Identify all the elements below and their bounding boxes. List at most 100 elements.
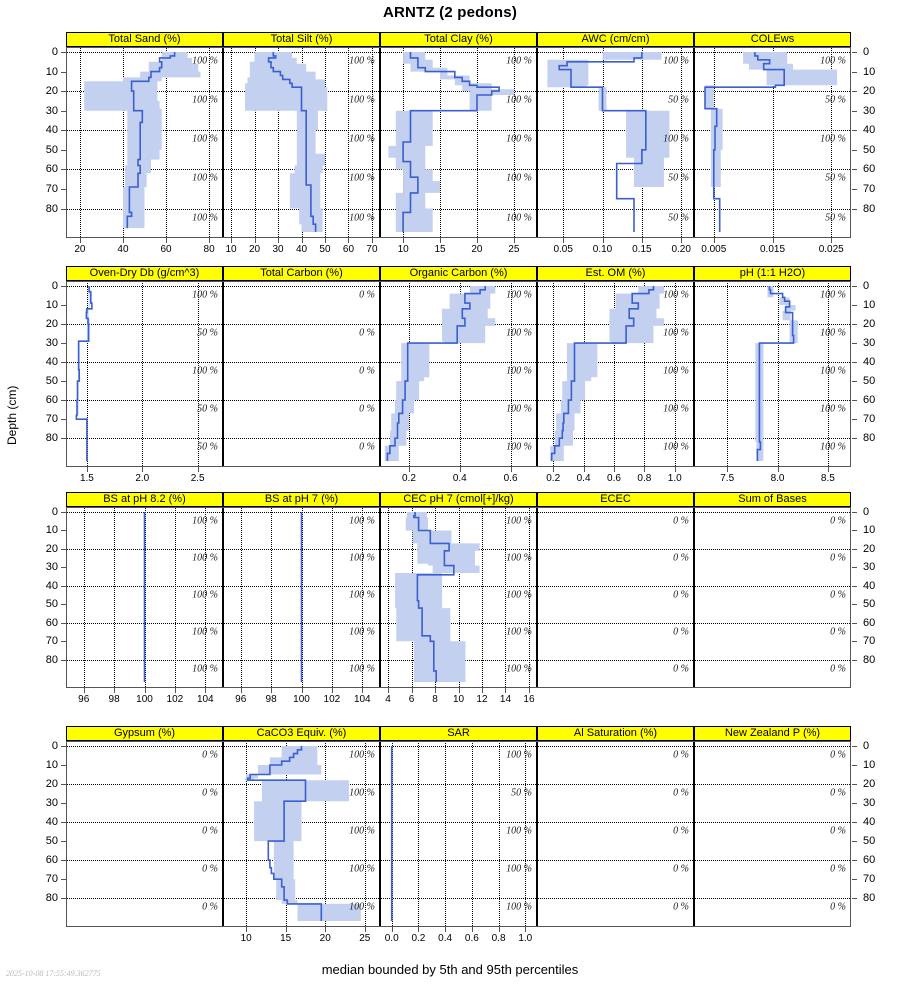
plot-area[interactable]: 100 % 100 % 100 % 100 % 100 % [694,281,851,466]
x-axis-tick-label: 15 [434,244,446,255]
plot-area[interactable]: 100 % 100 % 100 % 100 % 100 % [66,47,223,237]
x-axis-tick-label: 0.6 [503,473,518,484]
x-axis-tick [831,238,833,243]
gridline-horizontal [381,362,536,364]
contributing-pct-label: 0 % [202,749,218,761]
x-axis-tick-label: 0.2 [401,473,416,484]
gridline-horizontal [381,400,536,402]
plot-area[interactable]: 100 % 100 % 100 % 100 % 100 % [223,507,380,687]
depth-tick-right [852,860,857,862]
depth-tick-left [61,567,66,569]
depth-tick-right [852,585,857,587]
plot-area[interactable]: 100 % 100 % 100 % 100 % 100 % [223,741,380,926]
depth-tick-right [852,622,857,624]
depth-tick-left [61,765,66,767]
x-axis-tick [602,238,604,243]
depth-tick-left [61,438,66,440]
x-axis-tick-label: 12 [476,694,488,705]
contributing-pct-label: 100 % [192,133,218,145]
plot-area[interactable]: 100 % 100 % 100 % 100 % 100 % [380,47,537,237]
gridline-horizontal [695,784,850,786]
plot-area[interactable]: 100 % 100 % 100 % 100 % 100 % [380,507,537,687]
contributing-pct-label: 100 % [506,289,532,301]
depth-tick-label-right: 70 [863,413,876,426]
x-axis-tick [174,688,176,693]
depth-tick-left [61,879,66,881]
contributing-pct-label: 0 % [673,787,689,799]
depth-tick-right [852,746,857,747]
contributing-pct-label: 0 % [673,626,689,638]
x-axis-tick [371,238,373,243]
x-axis-tick-label: 50 [319,244,331,255]
plot-area[interactable]: 0 % 0 % 0 % 0 % 0 % [223,281,380,466]
series-group [388,52,514,232]
gridline-horizontal [224,898,379,900]
x-axis-tick [254,238,256,243]
contributing-pct-label: 100 % [192,626,218,638]
series-group [75,286,93,461]
plot-area[interactable]: 0 % 0 % 0 % 0 % 0 % [694,507,851,687]
gridline-horizontal [381,438,536,440]
gridline-horizontal [695,438,850,440]
plot-area[interactable]: 100 % 100 % 100 % 100 % 100 % [223,47,380,237]
contributing-pct-label: 0 % [359,327,375,339]
plot-area[interactable]: 100 % 50 % 100 % 50 % 50 % [66,281,223,466]
plot-area[interactable]: 100 % 50 % 100 % 100 % 100 % [380,741,537,926]
x-axis-tick-label: 20 [74,244,86,255]
plot-area[interactable]: 100 % 100 % 100 % 100 % 100 % [66,507,223,687]
gridline-vertical [459,281,461,466]
depth-tick-label-left: 60 [45,854,58,867]
x-axis-tick-label: 104 [196,694,214,705]
plot-area[interactable]: 100 % 100 % 100 % 100 % 100 % [537,281,694,466]
percentile-band [244,746,361,921]
gridline-horizontal [695,400,850,402]
plot-area[interactable]: 0 % 0 % 0 % 0 % 0 % [66,741,223,926]
plot-area[interactable]: 0 % 0 % 0 % 0 % 0 % [537,741,694,926]
gridline-vertical [122,47,124,237]
x-axis-tick-label: 100 [136,694,153,705]
x-axis-tick [498,927,500,932]
panel-title: SAR [380,726,537,741]
gridline-vertical [613,281,615,466]
gridline-vertical [471,741,473,926]
contributing-pct-label: 0 % [830,626,846,638]
x-axis-line [537,466,694,467]
depth-tick-label-right: 30 [863,797,876,810]
gridline-vertical [79,47,81,237]
plot-area[interactable]: 100 % 50 % 100 % 50 % 50 % [694,47,851,237]
depth-tick-left [61,400,66,402]
contributing-pct-label: 100 % [663,441,689,453]
contributing-pct-label: 100 % [506,403,532,415]
median-line [246,746,323,921]
depth-tick-label-right: 10 [863,65,876,78]
gridline-horizontal [695,659,850,661]
depth-tick-right [852,822,857,824]
x-axis-tick-label: 15 [280,933,292,944]
contributing-pct-label: 100 % [506,94,532,106]
depth-tick-label-left: 20 [45,85,58,98]
plot-area[interactable]: 0 % 0 % 0 % 0 % 0 % [537,507,694,687]
contributing-pct-label: 100 % [820,289,846,301]
x-axis-tick [713,238,715,243]
plot-area[interactable]: 0 % 0 % 0 % 0 % 0 % [694,741,851,926]
median-line [267,52,317,232]
x-axis-tick-label: 25 [359,933,371,944]
gridline-vertical [325,741,327,926]
contributing-pct-label: 100 % [506,55,532,67]
percentile-band [547,52,670,187]
panel-title: Al Saturation (%) [537,726,694,741]
gridline-vertical [602,47,604,237]
depth-tick-label-right: 10 [863,299,876,312]
plot-area[interactable]: 100 % 100 % 100 % 100 % 100 % [380,281,537,466]
depth-tick-left [61,622,66,624]
plot-area[interactable]: 100 % 50 % 100 % 50 % 50 % [537,47,694,237]
depth-tick-right [852,879,857,881]
x-axis-tick-label: 25 [508,244,520,255]
contributing-pct-label: 100 % [506,863,532,875]
gridline-vertical [644,281,646,466]
contributing-pct-label: 0 % [830,589,846,601]
gridline-horizontal [224,286,379,287]
depth-tick-label-left: 50 [45,375,58,388]
contributing-pct-label: 50 % [197,403,218,415]
contributing-pct-label: 100 % [192,212,218,224]
